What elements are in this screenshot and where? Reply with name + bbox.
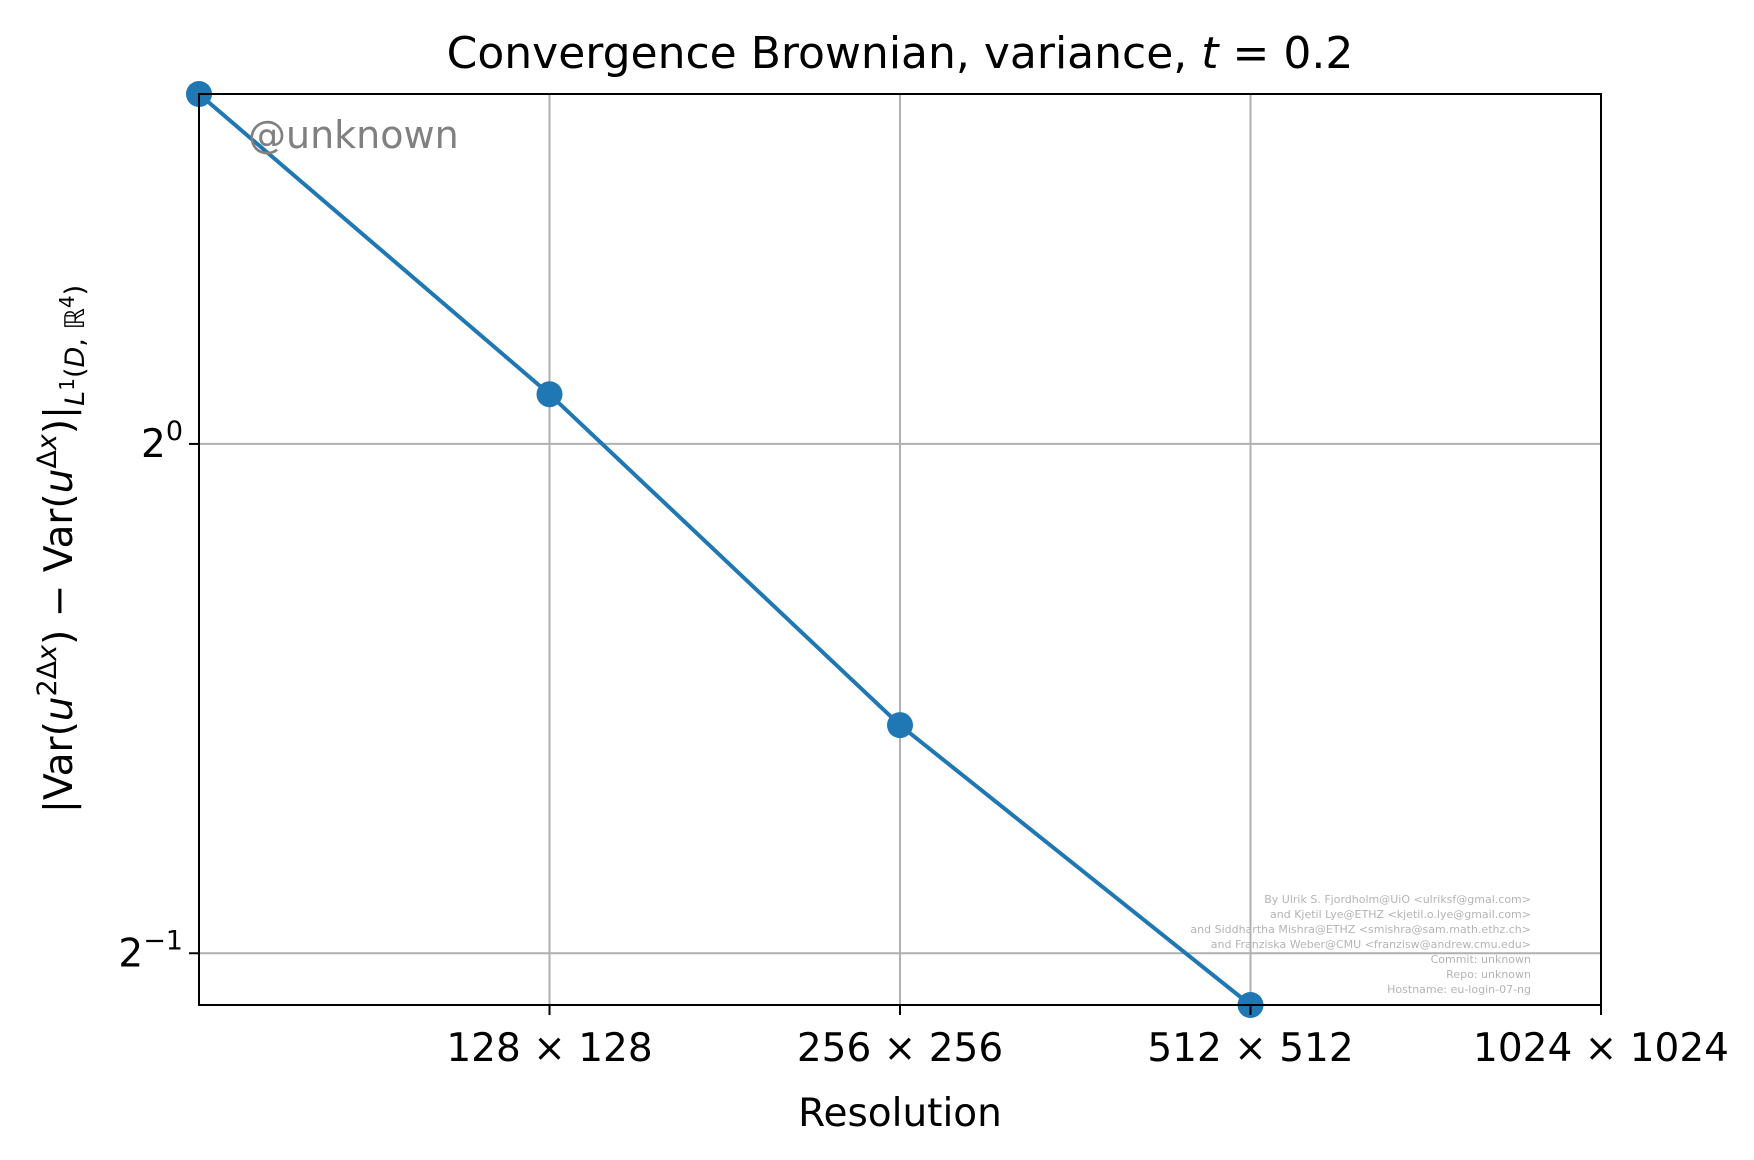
credits-block: By Ulrik S. Fjordholm@UiO <ulriksf@gmal.… [1190,893,1531,996]
credit-line: and Siddhartha Mishra@ETHZ <smishra@sam.… [1190,923,1531,936]
x-tick-label: 512 × 512 [1147,1026,1353,1071]
y-axis-ticks: 20 2−1 [118,416,199,976]
x-tick-label: 1024 × 1024 [1473,1026,1729,1071]
x-axis-ticks: 128 × 128 256 × 256 512 × 512 1024 × 1024 [446,1005,1729,1071]
y-tick-label: 20 [141,416,183,467]
credit-line: and Kjetil Lye@ETHZ <kjetil.o.lye@gmail.… [1270,908,1531,921]
x-axis-label: Resolution [798,1091,1002,1136]
grid [199,94,1601,1005]
x-tick-label: 256 × 256 [797,1026,1003,1071]
credit-line: and Franziska Weber@CMU <franzisw@andrew… [1211,938,1531,951]
y-tick-label: 2−1 [118,925,183,976]
y-axis-label: |Var(u2Δx) − Var(uΔx)|L1(D, ℝ4) [32,285,91,813]
series-layer [186,81,1264,1018]
chart-title: Convergence Brownian, variance, t = 0.2 [447,28,1354,79]
credit-line: Commit: unknown [1431,953,1531,966]
credit-line: By Ulrik S. Fjordholm@UiO <ulriksf@gmal.… [1264,893,1531,906]
series-line [197,92,1252,1007]
data-point [887,712,913,739]
credit-line: Repo: unknown [1446,968,1531,981]
x-tick-label: 128 × 128 [446,1026,652,1071]
data-point [536,381,563,408]
credit-line: Hostname: eu-login-07-ng [1387,983,1531,996]
watermark: @unknown [248,113,459,157]
